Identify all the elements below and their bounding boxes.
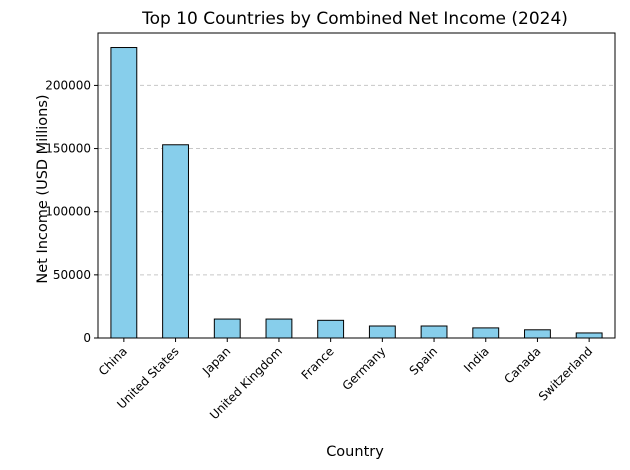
y-tick-label: 0 bbox=[83, 331, 91, 345]
bar bbox=[162, 144, 189, 339]
x-tick-label: Switzerland bbox=[536, 344, 595, 403]
bar bbox=[317, 319, 345, 339]
y-tick-label: 150000 bbox=[45, 142, 91, 156]
bar bbox=[110, 47, 138, 339]
bar bbox=[524, 329, 551, 339]
y-axis-label: Net Income (USD Millions) bbox=[35, 94, 51, 283]
bars bbox=[110, 47, 603, 339]
chart-title: Top 10 Countries by Combined Net Income … bbox=[141, 9, 568, 29]
x-tick-label: Spain bbox=[407, 344, 441, 378]
bar bbox=[265, 318, 293, 339]
bar bbox=[368, 325, 396, 339]
x-tick-label: Japan bbox=[199, 344, 233, 378]
x-axis-label: Country bbox=[326, 444, 384, 460]
plot-frame bbox=[97, 32, 616, 339]
y-tick-label: 50000 bbox=[53, 268, 91, 282]
y-axis: 0 50000 100000 150000 200000 bbox=[45, 78, 98, 345]
x-tick-label: Canada bbox=[501, 344, 543, 386]
bar bbox=[575, 332, 603, 339]
x-tick-label: India bbox=[461, 344, 492, 375]
x-tick-label: China bbox=[96, 344, 130, 378]
y-tick-label: 100000 bbox=[45, 205, 91, 219]
bar bbox=[420, 325, 448, 339]
x-tick-label: France bbox=[299, 344, 337, 382]
bar bbox=[472, 327, 500, 339]
bar bbox=[213, 318, 241, 339]
y-tick-label: 200000 bbox=[45, 78, 91, 92]
x-tick-label: Germany bbox=[340, 344, 389, 393]
